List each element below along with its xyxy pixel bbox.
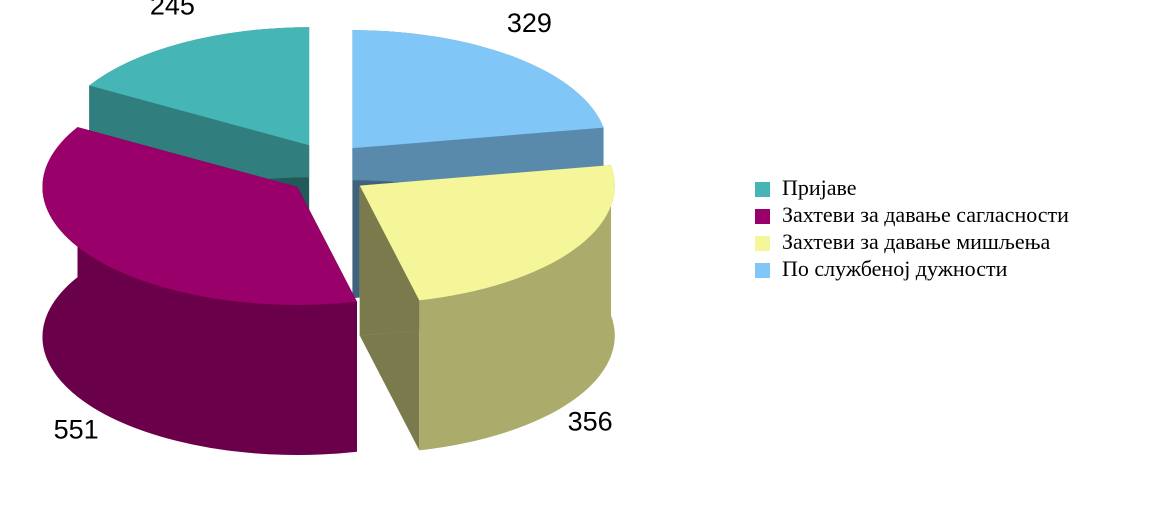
slice-wall [42,127,357,455]
slice-wall-shade [42,127,357,455]
legend-swatch [755,236,770,251]
slice-top [352,30,604,149]
legend-swatch [755,209,770,224]
data-label: 245 [150,0,195,20]
pie-slice [359,165,615,451]
legend-swatch [755,263,770,278]
legend-label: Пријаве [782,175,857,200]
legend-label: По службеној дужности [782,256,1008,281]
slice-top [359,165,615,301]
legend-label: Захтеви за давање сагласности [782,202,1069,227]
slice-top [42,127,357,305]
data-label: 551 [54,414,99,444]
data-label: 329 [507,8,552,38]
slice-wall-shade [419,165,615,451]
slice-wall [419,165,615,451]
data-label: 356 [568,406,613,436]
legend-swatch [755,182,770,197]
slice-top [89,27,310,146]
legend-label: Захтеви за давање мишљења [782,229,1051,254]
pie-slice [42,127,357,455]
